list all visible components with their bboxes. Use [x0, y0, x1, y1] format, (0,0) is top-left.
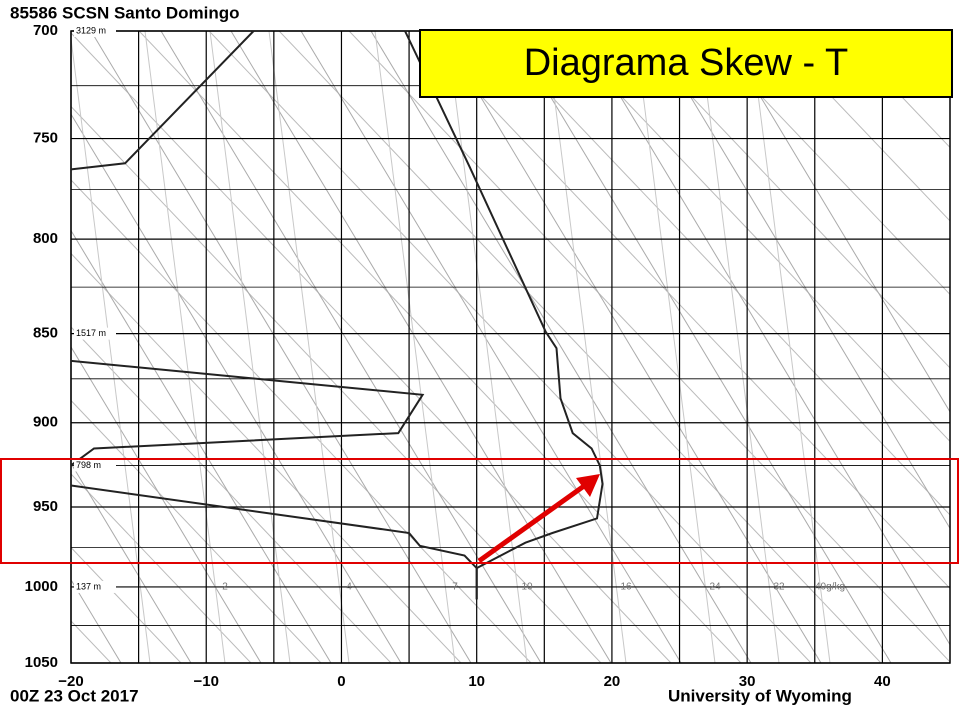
annotation-box [419, 29, 953, 98]
source-label: University of Wyoming [668, 686, 852, 705]
arrow-head [576, 474, 600, 497]
moist-adiabat [71, 32, 672, 663]
arrow-shaft [477, 483, 586, 564]
moist-adiabat [278, 31, 882, 663]
adiabat [71, 113, 402, 663]
mixing-ratio-line [446, 31, 528, 663]
height-label: 137 m [76, 581, 101, 591]
background-lines [0, 31, 950, 663]
mixing-ratio-label: 32 [773, 582, 785, 593]
highlight-box [0, 458, 959, 564]
mixing-ratio-label: 2 [222, 582, 228, 593]
adiabat [71, 346, 262, 663]
height-label-bg [74, 327, 116, 340]
mixing-ratio-line [71, 34, 151, 663]
mixing-ratio-line [698, 31, 780, 663]
chart-title: 85586 SCSN Santo Domingo [10, 3, 240, 22]
adiabat [650, 31, 950, 530]
moist-adiabat [71, 399, 322, 663]
moist-adiabat [71, 326, 392, 663]
moist-adiabat [71, 179, 532, 663]
mixing-ratio-line [209, 31, 291, 663]
x-tick-label: −20 [58, 673, 83, 690]
mixing-ratio-label: 16 [620, 582, 632, 593]
adiabat [510, 31, 892, 663]
data-lines [71, 31, 604, 600]
labels: 700 750 800 850 900 950 1000 1050−20 −10 0 10 20 30 4… [25, 22, 891, 690]
sounding-line [404, 31, 604, 600]
mixing-ratio-line [634, 31, 716, 663]
moist-adiabat [71, 473, 252, 663]
y-tick-label: 1050 [25, 654, 58, 671]
adiabat [71, 462, 192, 663]
moist-adiabat [418, 31, 950, 590]
mixing-ratio-label: 4 [346, 582, 352, 593]
adiabat [160, 31, 542, 663]
y-tick-label: 1000 [25, 578, 58, 595]
y-tick-label: 750 [33, 130, 58, 147]
moist-adiabat [71, 252, 462, 663]
height-label-bg [74, 459, 116, 472]
moist-adiabat [838, 31, 950, 149]
adiabat [720, 31, 950, 413]
annotation: Diagrama Skew - T [524, 42, 849, 84]
adiabat [370, 31, 752, 663]
date-label: 00Z 23 Oct 2017 [10, 686, 139, 705]
mixing-ratio-label: 40g/kg [815, 582, 845, 593]
mixing-ratio-label: 24 [709, 582, 721, 593]
height-label-bg [74, 25, 116, 37]
adiabat [300, 31, 682, 663]
moist-adiabat [488, 31, 950, 516]
mixing-ratio-line [545, 31, 627, 663]
mixing-ratio-line [749, 31, 831, 663]
x-tick-label: 20 [604, 673, 621, 690]
mixing-ratio-line [144, 31, 226, 663]
adiabat [90, 31, 472, 663]
y-tick-label: 700 [33, 22, 58, 39]
height-label: 3129 m [76, 25, 106, 35]
mixing-ratio-label: 10 [521, 582, 533, 593]
mixing-ratio-line [268, 31, 350, 663]
sounding-line [71, 31, 478, 600]
y-tick-label: 850 [33, 325, 58, 342]
adiabat [0, 31, 51, 663]
moist-adiabat [348, 31, 950, 663]
y-tick-label: 950 [33, 498, 58, 515]
moist-adiabat [698, 31, 950, 296]
adiabat [440, 31, 822, 663]
height-label-bg [74, 580, 116, 593]
mixing-ratio-line [374, 31, 456, 663]
height-label: 798 m [76, 460, 101, 470]
x-tick-label: −10 [194, 673, 219, 690]
moist-adiabat [768, 31, 950, 222]
x-tick-label: 30 [739, 673, 756, 690]
x-tick-label: 40 [874, 673, 891, 690]
adiabat [71, 578, 122, 663]
moist-adiabat [138, 31, 742, 663]
y-tick-label: 800 [33, 230, 58, 247]
moist-adiabat [558, 31, 950, 443]
height-label: 1517 m [76, 328, 106, 338]
moist-adiabat [71, 546, 182, 663]
grid [70, 30, 951, 664]
y-tick-label: 900 [33, 414, 58, 431]
adiabat [230, 31, 612, 663]
moist-adiabat [628, 31, 950, 369]
mixing-ratio-label: 7 [452, 582, 458, 593]
adiabat [580, 31, 950, 646]
x-tick-label: 10 [468, 673, 485, 690]
adiabat [71, 229, 332, 663]
x-tick-label: 0 [337, 673, 345, 690]
